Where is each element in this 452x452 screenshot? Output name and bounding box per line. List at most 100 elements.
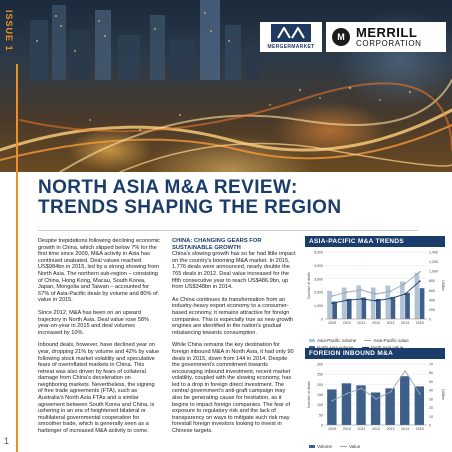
- bar: [327, 389, 337, 425]
- bar: [370, 392, 381, 425]
- bar: [385, 285, 391, 319]
- y-tick-label-left: 0: [321, 424, 323, 428]
- chart-heading: FOREIGN INBOUND M&A: [305, 348, 445, 359]
- paragraph: While China remains the key destination …: [172, 342, 294, 435]
- bar: [356, 285, 362, 319]
- line-point: [375, 299, 377, 302]
- line-point: [389, 290, 392, 293]
- bar: [400, 376, 410, 425]
- x-tick-label: 2014: [401, 427, 409, 431]
- legend-swatch: [309, 346, 315, 349]
- x-tick-label: 2012: [372, 427, 380, 431]
- y-tick-label-left: 2,000: [314, 291, 323, 295]
- bar: [376, 298, 381, 319]
- y-tick-label-left: 3,000: [314, 277, 323, 281]
- y-tick-label-right: 1,400: [429, 251, 438, 255]
- page-number: 1: [4, 436, 10, 446]
- x-tick-label: 2015: [416, 321, 424, 325]
- y-tick-label-right: 40: [429, 389, 433, 393]
- legend-item: North Asia volume: [309, 345, 354, 350]
- line-point: [360, 298, 363, 300]
- title-divider: [38, 230, 418, 231]
- section-heading: CHINA: CHANGING GEARS FOR: [172, 238, 262, 244]
- legend-label: Volume: [317, 444, 333, 449]
- y-tick-label-left: 250: [317, 373, 323, 377]
- line-point: [418, 392, 421, 395]
- issue-label: ISSUE 1: [4, 10, 14, 52]
- x-tick-label: 2013: [387, 427, 395, 431]
- line-point: [389, 297, 392, 300]
- line-point: [331, 302, 334, 305]
- y-tick-label-left: 0: [321, 318, 323, 322]
- y-tick-label-right: 1,000: [429, 270, 438, 274]
- line-point: [375, 397, 377, 400]
- legend-swatch: [340, 446, 348, 447]
- y-tick-label-right: 800: [429, 279, 435, 283]
- y-tick-label-left: 1,000: [314, 304, 323, 308]
- legend-label: Value: [349, 444, 361, 449]
- legend-swatch: [361, 347, 369, 348]
- bar: [414, 386, 424, 425]
- bar: [341, 383, 352, 425]
- line-point: [360, 387, 363, 390]
- paragraph: Despite trepidations following declining…: [38, 238, 160, 304]
- y-tick-label-left: 200: [317, 383, 323, 387]
- legend-item: North Asia value: [361, 345, 403, 350]
- y-axis-label-right: US$bn: [441, 280, 445, 291]
- line-point: [345, 299, 348, 302]
- y-tick-label-right: 0: [429, 318, 431, 322]
- x-tick-label: 2013: [387, 321, 395, 325]
- y-tick-label-right: 0: [429, 424, 431, 428]
- title-line-2: TRENDS SHAPING THE REGION: [38, 197, 342, 218]
- line-point: [404, 282, 407, 285]
- x-tick-label: 2015: [416, 427, 424, 431]
- line-point: [404, 293, 407, 296]
- bar: [414, 272, 420, 319]
- y-tick-label-right: 60: [429, 371, 433, 375]
- bar: [400, 281, 405, 319]
- x-tick-label: 2010: [343, 427, 351, 431]
- body-column-2: CHINA: CHANGING GEARS FOR SUSTAINABLE GR…: [172, 238, 296, 441]
- y-tick-label-right: 1,200: [429, 260, 438, 264]
- bar: [356, 385, 366, 425]
- chart-legend: Asia-Pacific volume Asia-Pacific value N…: [305, 336, 445, 350]
- paragraph: Inbound deals, however, have declined ye…: [38, 342, 160, 435]
- bar: [419, 288, 425, 319]
- bar: [327, 290, 332, 319]
- merrill-corporation-text: CORPORATION: [356, 39, 422, 48]
- merrill-corporation-logo: M MERRILL CORPORATION: [326, 22, 446, 52]
- legend-item: Volume: [309, 444, 332, 449]
- y-axis-label-left: Number of deals: [307, 272, 311, 299]
- y-tick-label-right: 10: [429, 415, 433, 419]
- y-tick-label-right: 600: [429, 289, 435, 293]
- y-tick-label-right: 400: [429, 298, 435, 302]
- legend-item: Asia-Pacific volume: [309, 338, 356, 343]
- line-point: [389, 390, 392, 393]
- paragraph: China's slowing growth has so far had li…: [172, 251, 296, 291]
- x-tick-label: 2010: [343, 321, 351, 325]
- y-axis-label-right: US$bn: [441, 389, 445, 400]
- y-tick-label-left: 5,000: [314, 251, 323, 255]
- chart-panel-apac-trends: ASIA-PACIFIC M&A TRENDS 5,000 4,000 3,000 2…: [305, 236, 445, 350]
- x-tick-label: 2009: [328, 321, 336, 325]
- paragraph: Since 2012, M&A has been on an upward tr…: [38, 309, 149, 336]
- x-tick-label: 2014: [401, 321, 409, 325]
- x-tick-label: 2012: [372, 321, 380, 325]
- issue-tab: ISSUE 1: [0, 0, 20, 452]
- y-tick-label-right: 70: [429, 363, 433, 367]
- y-tick-label-right: 50: [429, 380, 433, 384]
- bar: [390, 296, 396, 319]
- bar: [332, 301, 337, 319]
- bar: [385, 388, 395, 425]
- line-point: [418, 280, 421, 283]
- legend-label: North Asia volume: [317, 345, 354, 350]
- section-heading-line-2: SUSTAINABLE GROWTH: [172, 244, 241, 251]
- legend-item: Value: [340, 444, 360, 449]
- x-tick-label: 2011: [358, 427, 366, 431]
- chart-panel-foreign-inbound: FOREIGN INBOUND M&A 300 250 200 150 100 50 0 70…: [305, 348, 445, 449]
- line-point: [345, 392, 348, 395]
- y-axis-label-left: Number of deals: [307, 381, 311, 408]
- city-night-illustration: [0, 0, 452, 172]
- y-tick-label-right: 30: [429, 397, 433, 401]
- apac-trends-chart: 5,000 4,000 3,000 2,000 1,000 0 1,400 1,200 1,00…: [307, 251, 445, 326]
